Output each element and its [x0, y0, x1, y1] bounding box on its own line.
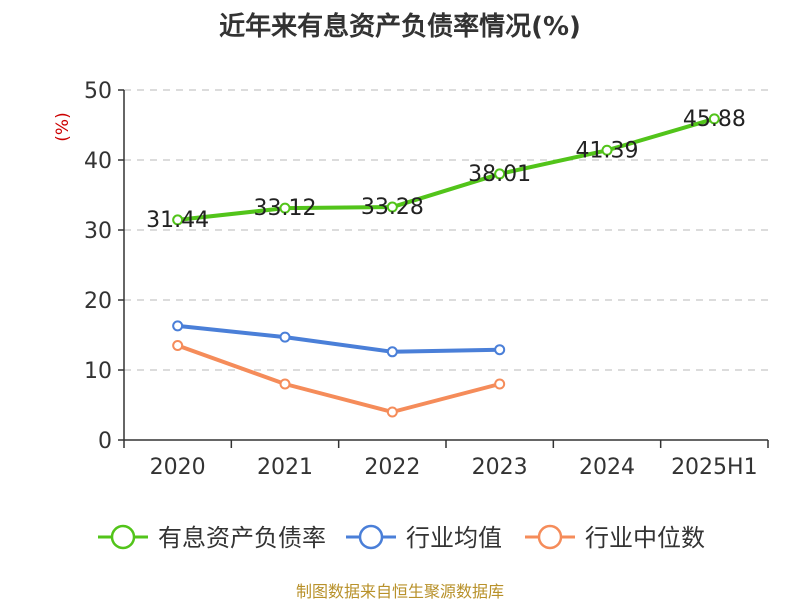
data-point: [494, 344, 506, 356]
data-point: [386, 406, 398, 418]
data-point: [279, 378, 291, 390]
data-label: 38.01: [468, 162, 531, 187]
data-point: [172, 320, 184, 332]
x-tick-label: 2020: [150, 455, 206, 480]
data-label: 41.39: [576, 138, 639, 163]
data-point: [708, 113, 720, 125]
y-tick-label: 30: [84, 219, 112, 244]
x-tick-label: 2023: [472, 455, 528, 480]
series-line: [176, 343, 501, 414]
x-tick-label: 2024: [579, 455, 635, 480]
data-point: [172, 340, 184, 351]
data-point: [279, 331, 291, 343]
data-point: [386, 201, 398, 213]
series-layer: [172, 113, 720, 418]
legend-label: 有息资产负债率: [158, 524, 326, 552]
data-label: 33.28: [361, 195, 424, 220]
y-axis-label: (%): [53, 112, 73, 141]
y-tick-label: 20: [84, 289, 112, 314]
data-point: [494, 168, 506, 180]
series-line: [177, 323, 500, 354]
legend-label: 行业中位数: [585, 524, 705, 552]
grid-layer: [124, 89, 768, 371]
legend-marker: [358, 524, 384, 550]
data-point: [172, 214, 184, 226]
x-tick-label: 2022: [364, 455, 420, 480]
y-tick-label: 40: [84, 149, 112, 174]
axis-layer: 0 10 20 30 40 50 2020 2021 2022 2023 2024 2025H1 (%): [53, 79, 769, 480]
series-line: [177, 116, 715, 222]
data-point: [601, 144, 613, 156]
data-point: [386, 346, 398, 358]
x-tick-label: 2021: [257, 455, 313, 480]
source-note: 制图数据来自恒生聚源数据库: [295, 582, 504, 601]
y-tick-label: 10: [84, 359, 112, 384]
data-label: 33.12: [254, 196, 317, 221]
legend: 有息资产负债率 行业均值 行业中位数: [98, 524, 705, 552]
legend-marker: [537, 524, 563, 550]
data-label: 31.44: [146, 208, 209, 233]
y-tick-label: 0: [98, 429, 112, 454]
chart-title: 近年来有息资产负债率情况(%): [219, 12, 581, 42]
label-layer: 31.44 33.12 33.28 38.01 41.39 45.88: [146, 107, 746, 233]
legend-marker: [110, 524, 136, 550]
data-label: 45.88: [683, 107, 746, 132]
y-tick-label: 50: [84, 79, 112, 104]
legend-label: 行业均值: [406, 524, 502, 552]
data-point: [279, 202, 291, 214]
data-point: [494, 378, 506, 390]
x-tick-label: 2025H1: [671, 455, 758, 480]
